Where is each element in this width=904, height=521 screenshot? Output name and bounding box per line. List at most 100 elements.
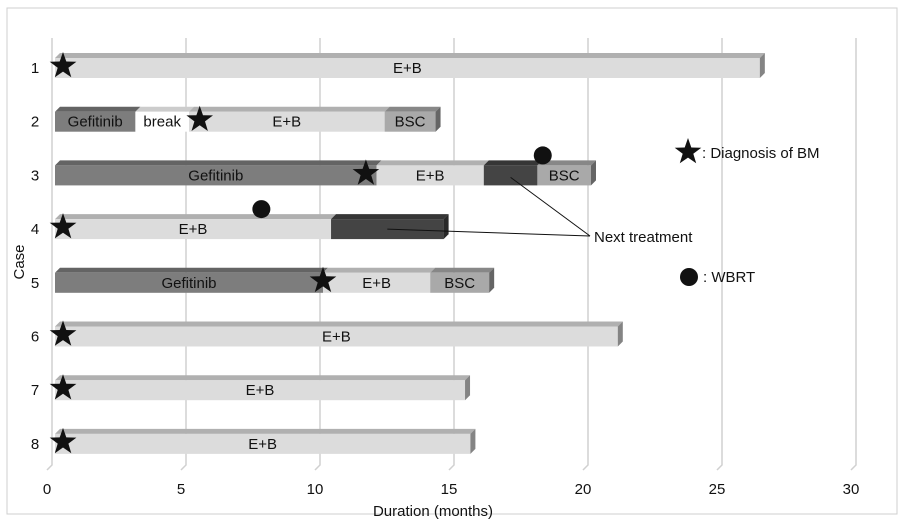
bar-label-case-3-bsc: BSC [549,167,580,184]
y-tick-3: 3 [31,167,39,184]
bar-side-case-2 [435,106,441,132]
bar-top-case-5-seg-1 [323,267,436,273]
bar-label-case-2-break: break [143,114,181,131]
bar-segment-case-8-eb [55,433,471,454]
bar-side-case-4 [443,214,449,240]
bar-label-case-5-gefitinib: Gefitinib [161,275,216,292]
bar-top-case-2-seg-2 [189,106,390,112]
wbrt-circle-case-4 [252,200,271,219]
grid-line-0 [46,38,53,471]
bar-top-case-3-seg-3 [537,160,596,166]
bar-segment-case-3-eb [376,165,484,186]
bar-segment-case-1-eb [55,58,760,78]
bar-segment-case-2-eb [189,111,385,132]
grid-line-5 [716,38,723,471]
y-tick-1: 1 [31,60,39,77]
y-tick-4: 4 [31,221,39,238]
bar-label-case-6-eb: E+B [322,329,351,346]
bm-star-case-3 [352,159,380,185]
y-ticks: 1 2 3 4 5 6 7 8 [31,60,39,453]
case-row-3: Gefitinib E+B BSC [55,160,596,186]
bar-segment-case-4-eb [55,219,332,240]
bar-top-case-6-seg-0 [55,321,623,327]
markers [49,52,552,454]
bar-segment-case-5-bsc [430,272,490,293]
bar-top-case-7-seg-0 [55,375,471,381]
legend: : Diagnosis of BM : WBRT [674,138,820,286]
bar-segment-case-5-gefitinib [55,272,323,293]
bar-segment-case-2-break [135,111,189,132]
bar-side-case-5 [489,267,495,293]
bar-top-case-5-seg-2 [430,267,495,273]
bar-label-case-2-bsc: BSC [395,114,426,131]
bm-star-case-5 [309,266,337,293]
bar-top-case-3-seg-1 [376,160,489,166]
bar-segment-case-3-gefitinib [55,165,377,186]
y-tick-5: 5 [31,275,39,292]
bm-star-case-6 [49,320,77,346]
case-row-6: E+B [55,321,623,347]
legend-label-wbrt: : WBRT [703,269,755,286]
annotation-leader-case-4 [387,228,591,237]
case-row-1: E+B [55,53,765,78]
case-row-7: E+B [55,375,471,401]
bar-label-case-3-gefitinib: Gefitinib [188,167,243,184]
bar-segment-case-3-next [483,165,538,186]
y-tick-2: 2 [31,114,39,131]
bar-top-case-8-seg-0 [55,428,476,434]
bar-side-case-6 [617,321,623,347]
y-tick-6: 6 [31,329,39,346]
next-treatment-annotation: Next treatment [387,176,693,246]
legend-circle-icon [680,268,698,286]
case-row-2: Gefitinib break E+B BSC [55,106,441,132]
bar-side-case-3 [591,160,596,186]
bm-star-case-4 [49,213,77,239]
bm-star-case-1 [49,52,77,78]
x-tick-1: 5 [177,481,185,498]
y-tick-8: 8 [31,436,39,453]
bar-top-case-3-seg-2 [483,160,543,166]
x-tick-2: 10 [307,481,324,498]
annotation-leader-case-3 [510,176,591,237]
bar-segment-case-6-eb [55,326,618,347]
x-tick-6: 30 [843,481,860,498]
y-tick-7: 7 [31,382,39,399]
bars: E+B Gefitinib break E+B BSC Gefitinib E+B BSC E+… [55,53,765,454]
bar-top-case-4-seg-0 [55,214,337,220]
bar-segment-case-7-eb [55,380,466,401]
bar-top-case-5-seg-0 [55,267,328,273]
case-row-8: E+B [55,428,476,454]
wbrt-circle-case-3 [533,146,552,165]
bar-side-case-8 [470,428,476,454]
x-tick-0: 0 [43,481,51,498]
legend-label-bm: : Diagnosis of BM [702,145,820,162]
grid-line-6 [850,38,857,471]
bar-side-case-1 [759,53,765,78]
legend-star-icon [674,138,702,164]
bar-label-case-2-eb: E+B [272,114,301,131]
case-row-4: E+B [55,214,449,240]
bar-top-case-1-seg-0 [55,53,765,58]
bar-segment-case-5-eb [323,272,431,293]
bar-label-case-3-eb: E+B [416,167,445,184]
bar-segment-case-2-gefitinib [55,111,136,132]
bar-top-case-2-seg-1 [135,106,194,112]
x-ticks: 0 5 10 15 20 25 30 [43,481,860,498]
bar-label-case-4-eb: E+B [179,221,208,238]
case-row-5: Gefitinib E+B BSC [55,267,495,293]
bar-label-case-7-eb: E+B [246,382,275,399]
annotation-label: Next treatment [594,229,693,246]
bar-segment-case-2-bsc [384,111,436,132]
bar-top-case-4-seg-1 [331,214,449,220]
bar-top-case-3-seg-0 [55,160,382,166]
bar-side-case-7 [465,375,471,401]
x-axis-title: Duration (months) [373,503,493,520]
bm-star-case-7 [49,374,77,400]
x-tick-3: 15 [441,481,458,498]
x-tick-5: 25 [709,481,726,498]
bar-label-case-8-eb: E+B [248,436,277,453]
bm-star-case-2 [186,105,213,131]
bar-top-case-2-seg-0 [55,106,141,112]
bar-label-case-5-bsc: BSC [444,275,475,292]
bar-top-case-2-seg-3 [384,106,441,112]
